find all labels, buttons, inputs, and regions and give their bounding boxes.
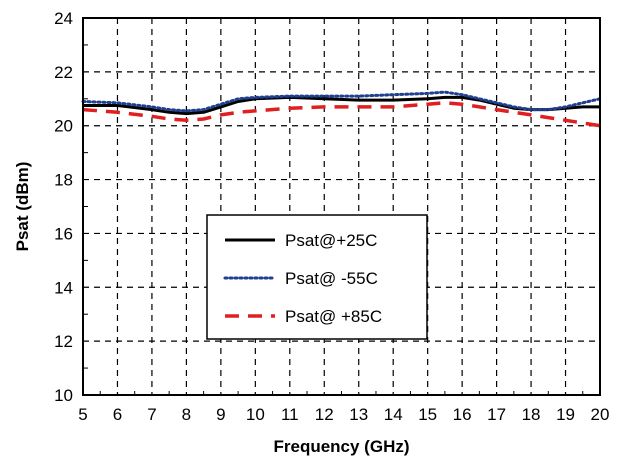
y-tick-label: 18 bbox=[54, 171, 73, 190]
x-tick-label: 14 bbox=[384, 405, 403, 424]
legend-box bbox=[206, 214, 428, 340]
legend-label-2: Psat@ -55C bbox=[285, 269, 378, 288]
x-tick-label: 13 bbox=[349, 405, 368, 424]
y-tick-label: 16 bbox=[54, 224, 73, 243]
y-tick-label: 24 bbox=[54, 9, 73, 28]
x-tick-label: 15 bbox=[418, 405, 437, 424]
x-tick-label: 6 bbox=[113, 405, 122, 424]
y-tick-label: 14 bbox=[54, 278, 73, 297]
y-tick-label: 12 bbox=[54, 332, 73, 351]
legend-label-1: Psat@+25C bbox=[285, 231, 377, 250]
y-tick-label: 10 bbox=[54, 386, 73, 405]
x-tick-label: 9 bbox=[216, 405, 225, 424]
y-axis-title: Psat (dBm) bbox=[13, 162, 32, 252]
x-tick-label: 16 bbox=[453, 405, 472, 424]
x-tick-label: 10 bbox=[246, 405, 265, 424]
y-tick-label: 22 bbox=[54, 63, 73, 82]
x-tick-label: 18 bbox=[522, 405, 541, 424]
legend-items: Psat@+25C Psat@ -55C Psat@ +85C bbox=[223, 231, 382, 326]
tick-layer: 5 6 7 8 9 10 11 12 13 14 15 16 17 18 19 20 10 12 14 16 18 20 2… bbox=[54, 9, 609, 424]
x-axis-title: Frequency (GHz) bbox=[273, 437, 409, 456]
legend: Psat@+25C Psat@ -55C Psat@ +85C bbox=[206, 214, 428, 340]
series-layer bbox=[81, 90, 602, 128]
series-line-3 bbox=[82, 101, 601, 128]
y-tick-label: 20 bbox=[54, 117, 73, 136]
series-line-2 bbox=[81, 90, 602, 113]
x-tick-label: 20 bbox=[591, 405, 610, 424]
x-tick-label: 8 bbox=[182, 405, 191, 424]
x-tick-label: 7 bbox=[147, 405, 156, 424]
legend-label-3: Psat@ +85C bbox=[285, 307, 382, 326]
x-tick-label: 5 bbox=[78, 405, 87, 424]
x-tick-label: 12 bbox=[315, 405, 334, 424]
x-tick-label: 17 bbox=[487, 405, 506, 424]
x-tick-label: 19 bbox=[556, 405, 575, 424]
x-tick-label: 11 bbox=[281, 405, 299, 424]
